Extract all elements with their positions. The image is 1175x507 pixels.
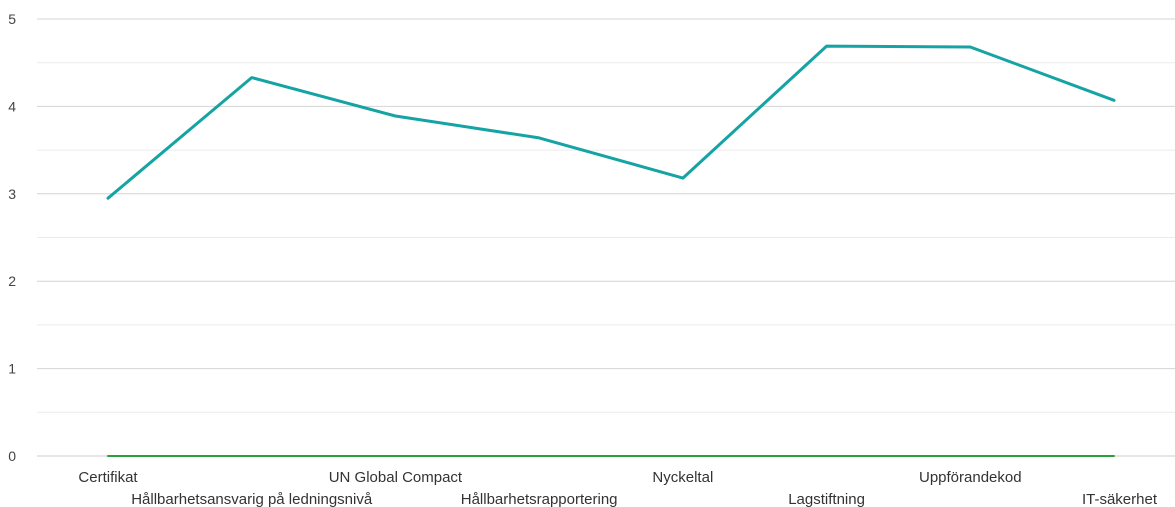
series-line-1 <box>106 44 1116 200</box>
y-tick-label: 1 <box>8 361 16 377</box>
data-series <box>106 44 1116 457</box>
x-category-label: UN Global Compact <box>329 469 463 486</box>
x-category-label: Hållbarhetsrapportering <box>461 491 618 507</box>
y-tick-label: 0 <box>8 448 16 464</box>
y-axis-tick-labels: 0 1 2 3 4 5 <box>8 11 16 464</box>
y-tick-label: 2 <box>8 273 16 289</box>
x-category-label: IT-säkerhet <box>1082 491 1158 507</box>
x-category-label: Certifikat <box>78 469 138 486</box>
y-tick-label: 4 <box>8 98 16 114</box>
x-category-label: Hållbarhetsansvarig på ledningsnivå <box>131 491 373 507</box>
x-category-label: Lagstiftning <box>788 491 865 507</box>
y-tick-label: 3 <box>8 186 16 202</box>
x-category-label: Nyckeltal <box>652 469 713 486</box>
gridlines <box>37 18 1175 457</box>
y-tick-label: 5 <box>8 11 16 27</box>
x-axis-category-labels: Certifikat Hållbarhetsansvarig på ledning… <box>78 469 1157 507</box>
x-category-label: Uppförandekod <box>919 469 1022 486</box>
